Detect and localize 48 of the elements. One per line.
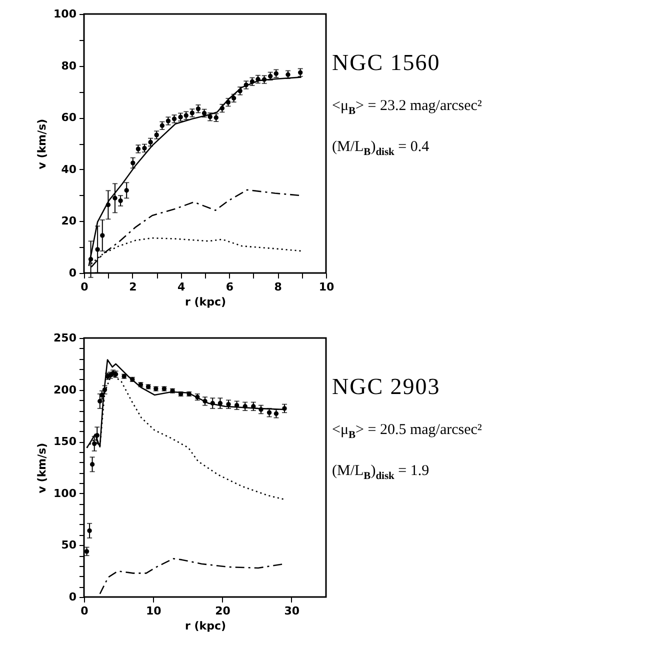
point: [268, 74, 273, 78]
point: [124, 188, 129, 193]
point: [92, 441, 97, 446]
y-tick-label: 50: [61, 538, 77, 552]
y-tick-label: 0: [68, 590, 77, 604]
text: <μ$_{B}$> = 23.2 mag/arcsec²: [332, 98, 482, 117]
point: [112, 196, 118, 200]
x-axis-title: r (kpc): [184, 620, 226, 632]
point: [274, 411, 279, 416]
x-tick-label: 0: [80, 280, 89, 294]
x-tick-label: 0: [80, 604, 89, 618]
text: NGC 1560: [332, 50, 442, 76]
point: [142, 146, 147, 150]
point: [90, 462, 95, 467]
x-tick-label: 10: [318, 280, 334, 294]
x-axis-title: r (kpc): [184, 296, 226, 308]
y-tick-label: 20: [61, 214, 77, 228]
x-tick-label: 4: [177, 280, 186, 294]
point: [98, 398, 102, 404]
text: (M/L$_{B}$)$_{disk}$ = 1.9: [332, 463, 430, 482]
y-tick-label: 150: [54, 435, 77, 448]
y-tick-label: 60: [61, 111, 77, 124]
text: NGC 2903: [332, 374, 442, 400]
point: [100, 233, 105, 238]
x-tick-label: 30: [284, 604, 300, 618]
y-tick-label: 0: [68, 266, 77, 280]
text: <μ$_{B}$> = 20.5 mag/arcsec²: [332, 422, 482, 441]
point: [160, 123, 165, 128]
point: [130, 160, 136, 166]
point: [84, 549, 90, 554]
y-axis-title: v (km/s): [36, 118, 49, 170]
x-tick-label: 10: [146, 604, 162, 618]
y-tick-label: 80: [61, 59, 77, 72]
y-tick-label: 100: [54, 486, 77, 500]
x-tick-label: 6: [226, 280, 234, 294]
x-tick-label: 8: [274, 280, 282, 294]
x-tick-label: 2: [129, 280, 137, 294]
point: [118, 198, 123, 204]
y-tick-label: 250: [54, 332, 77, 344]
point: [87, 528, 92, 534]
text: (M/L$_{B}$)$_{disk}$ = 0.4: [332, 139, 430, 158]
y-tick-label: 200: [54, 383, 77, 396]
y-tick-label: 40: [61, 162, 77, 176]
x-tick-label: 20: [215, 604, 231, 618]
y-tick-label: 100: [54, 8, 77, 20]
point: [95, 247, 100, 252]
y-axis-title: v (km/s): [36, 442, 49, 494]
point: [266, 410, 272, 415]
